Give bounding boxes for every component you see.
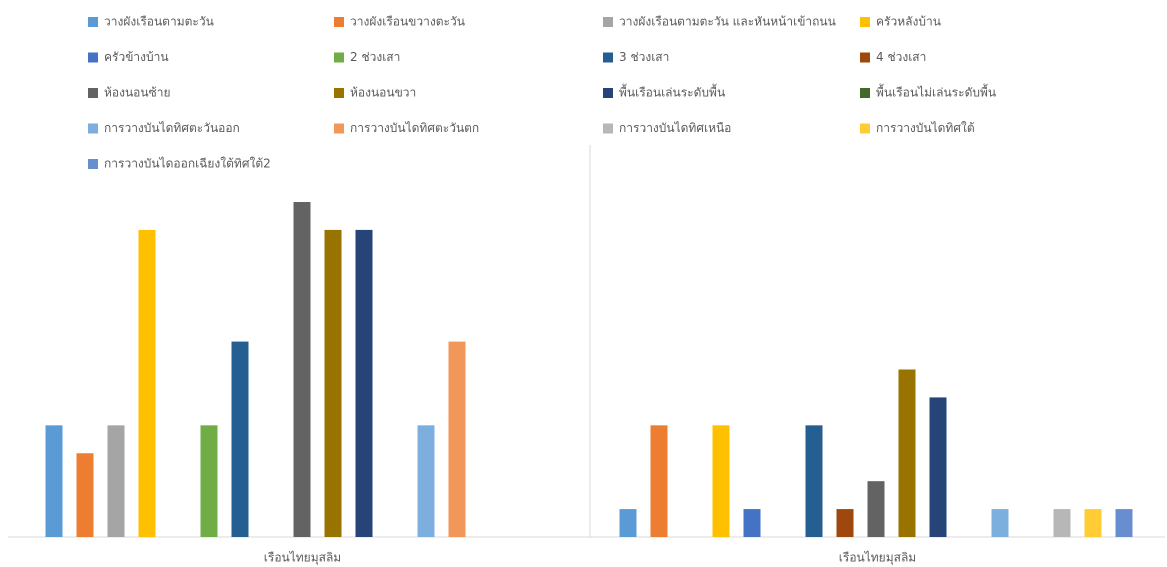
legend-swatch (88, 17, 98, 27)
bar (1053, 509, 1071, 537)
bar (200, 425, 218, 537)
legend-swatch (860, 88, 870, 98)
legend-label: พื้นเรือนเล่นระดับพื้น (619, 84, 725, 100)
legend-label: การวางบันไดออกเฉียงใต้ทิศใต้2 (104, 157, 271, 171)
legend-swatch (603, 52, 613, 63)
legend-swatch (603, 123, 613, 134)
legend-label: ครัวหลังบ้าน (876, 15, 941, 29)
legend-label: ห้องนอนซ้าย (104, 86, 171, 100)
legend-label: การวางบันไดทิศตะวันออก (104, 121, 240, 135)
x-tick-label: เรือนไทยมุสลิม (839, 551, 916, 566)
legend-label: วางผังเรือนขวางตะวัน (350, 15, 465, 29)
legend-swatch (334, 123, 344, 134)
bar (743, 509, 761, 537)
legend-label: ห้องนอนขวา (350, 86, 416, 100)
bar (991, 509, 1009, 537)
bar (417, 425, 435, 537)
bar (138, 229, 156, 537)
bar (712, 425, 730, 537)
legend-label: 3 ช่วงเสา (619, 50, 669, 64)
legend-label: 4 ช่วงเสา (876, 50, 926, 64)
legend-swatch (88, 159, 98, 169)
bar (898, 369, 916, 537)
bar (76, 453, 94, 537)
legend-swatch (88, 88, 98, 98)
bar (650, 425, 668, 537)
legend-label: พื้นเรือนไม่เล่นระดับพื้น (876, 84, 996, 100)
legend-swatch (334, 88, 344, 98)
legend-label: การวางบันไดทิศเหนือ (619, 121, 731, 135)
bar (1115, 509, 1133, 537)
bar (929, 397, 947, 537)
x-tick-label: เรือนไทยมุสลิม (264, 551, 341, 566)
bar (867, 481, 885, 537)
bar (107, 425, 125, 537)
bar (355, 229, 373, 537)
legend-label: 2 ช่วงเสา (350, 50, 400, 64)
legend-label: วางผังเรือนตามตะวัน และหันหน้าเข้าถนน (619, 15, 836, 29)
legend-swatch (88, 123, 98, 134)
legend-label: วางผังเรือนตามตะวัน (104, 15, 214, 29)
bar (293, 202, 311, 537)
bar (45, 425, 63, 537)
bar (448, 341, 466, 537)
legend-swatch (334, 17, 344, 27)
legend-swatch (860, 52, 870, 63)
bar (1084, 509, 1102, 537)
bar (324, 229, 342, 537)
bar (231, 341, 249, 537)
legend-swatch (88, 52, 98, 63)
legend-swatch (334, 52, 344, 63)
legend-swatch (603, 17, 613, 27)
legend-swatch (860, 123, 870, 134)
legend-label: การวางบันไดทิศใต้ (876, 121, 975, 135)
bar (836, 509, 854, 537)
bar (619, 509, 637, 537)
legend-label: การวางบันไดทิศตะวันตก (350, 121, 479, 135)
legend-label: ครัวข้างบ้าน (104, 50, 169, 64)
legend-swatch (603, 88, 613, 98)
legend-swatch (860, 17, 870, 27)
bar (805, 425, 823, 537)
